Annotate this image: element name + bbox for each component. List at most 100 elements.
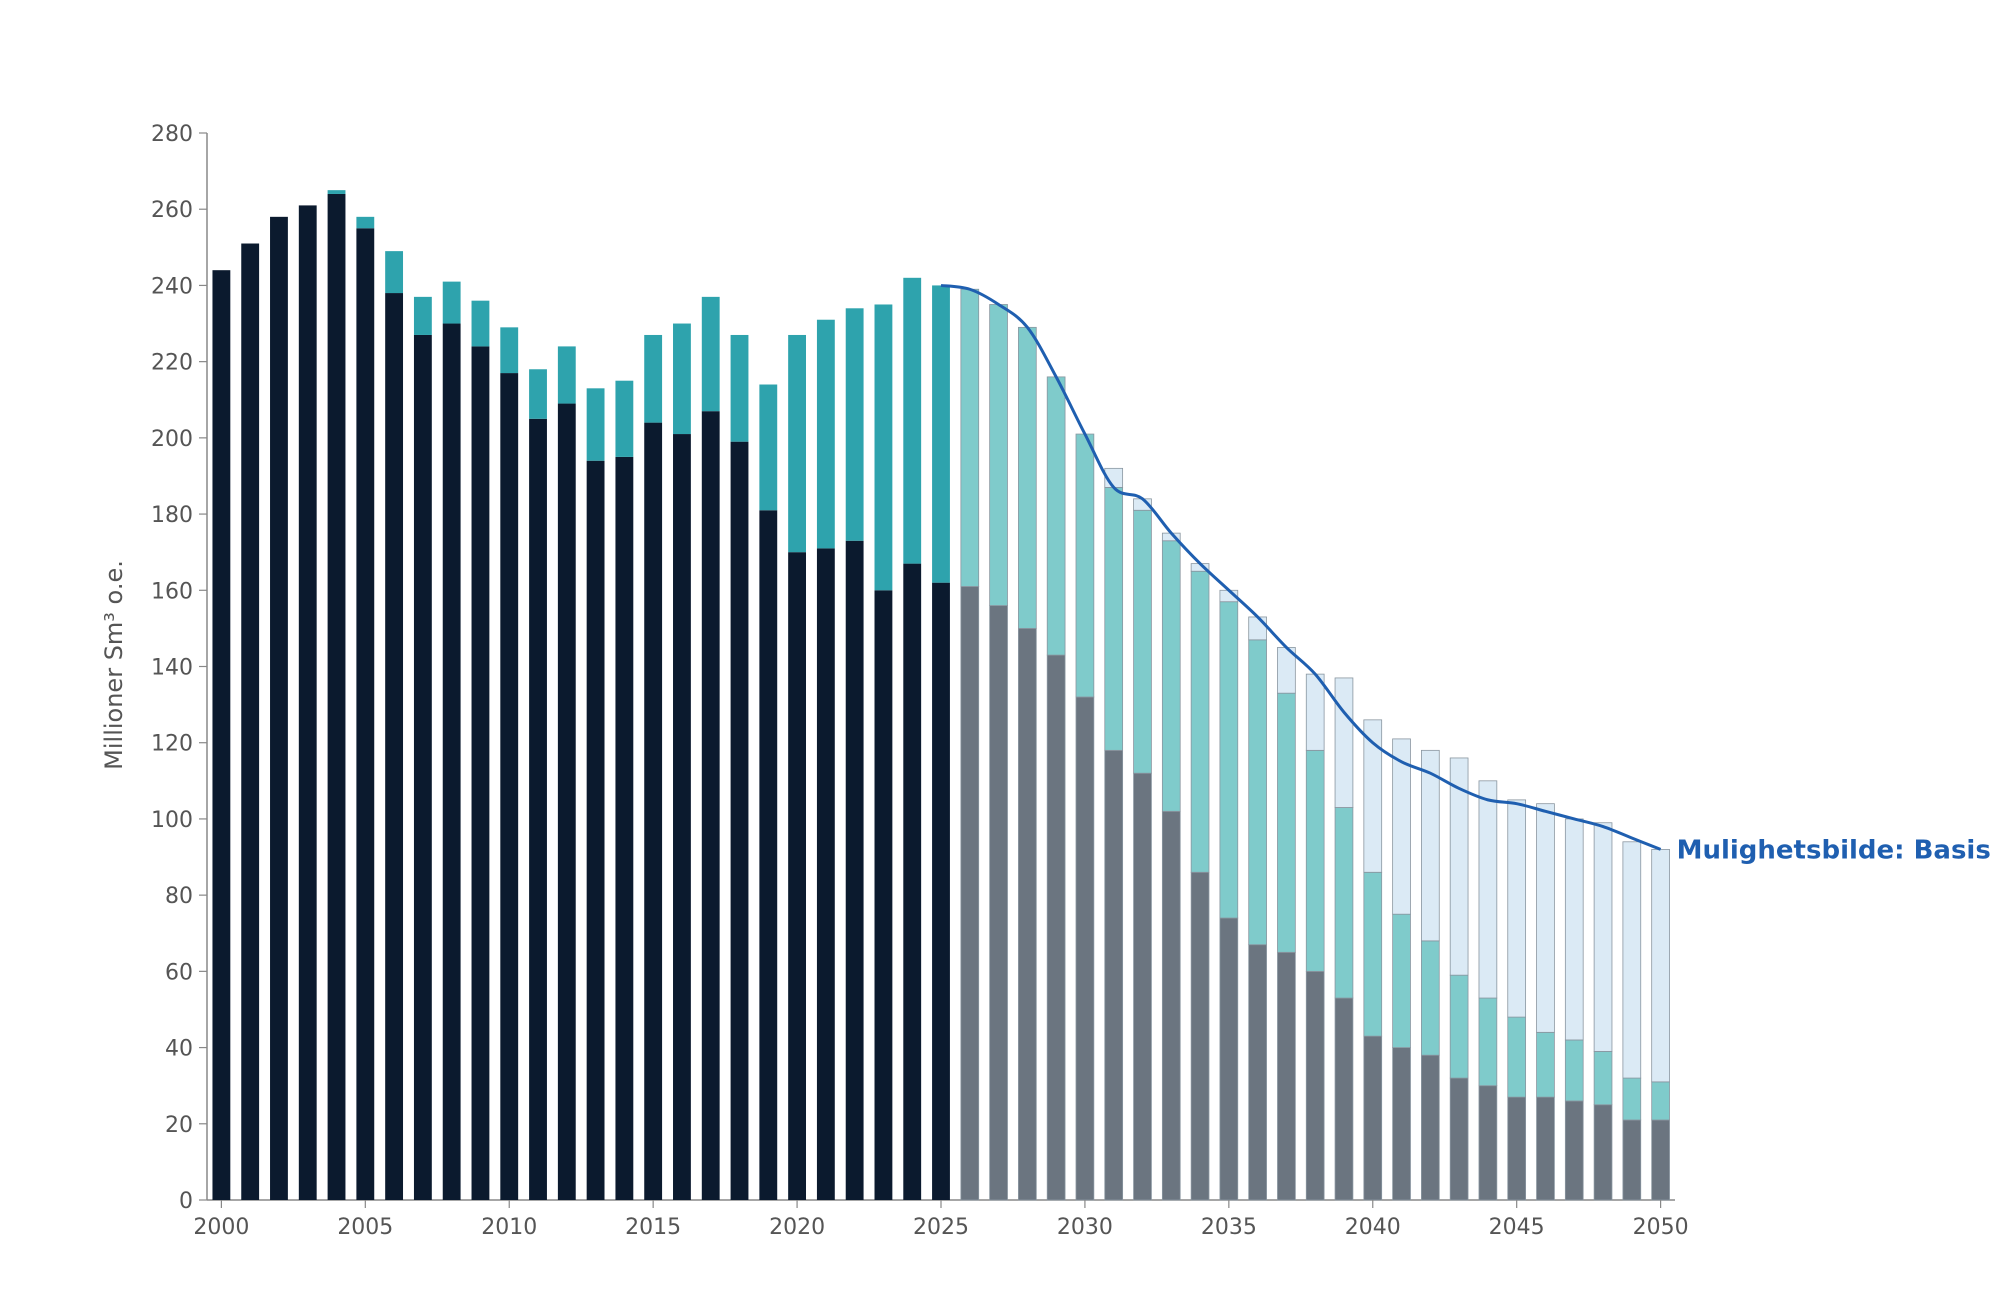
bar-segment-2032-series-3 (1133, 772, 1152, 1201)
bar-segment-2016-series-2 (673, 323, 691, 435)
bar-segment-2045-series-4 (1507, 1016, 1527, 1098)
bar-segment-2020-series-2 (788, 334, 807, 553)
bar-segment-2035-series-3 (1219, 917, 1239, 1201)
projection-line (940, 283, 1662, 851)
bar-segment-2048-series-5 (1593, 822, 1613, 1052)
x-tick-label: 2010 (481, 1215, 537, 1240)
y-axis-title: Millioner Sm³ o.e. (100, 560, 128, 770)
bars (212, 190, 1670, 1201)
bar-segment-2015-series-1 (644, 422, 663, 1201)
bar-segment-2017-series-1 (701, 411, 720, 1200)
bar-segment-2034-series-4 (1190, 570, 1210, 873)
bar-segment-2041-series-5 (1392, 738, 1411, 915)
bar-segment-2025-series-1 (932, 582, 950, 1200)
y-tick-label: 60 (165, 960, 193, 985)
x-tick-label: 2020 (769, 1215, 825, 1240)
bar-segment-2050-series-3 (1651, 1119, 1670, 1201)
x-tick-label: 2050 (1633, 1215, 1689, 1240)
bar-segment-2009-series-1 (471, 346, 490, 1200)
bar-segment-2043-series-5 (1449, 757, 1469, 976)
bar-segment-2034-series-3 (1190, 871, 1210, 1201)
bar-segment-2024-series-1 (903, 563, 922, 1200)
bar-segment-2010-series-1 (500, 373, 519, 1200)
y-tick-label: 100 (151, 808, 193, 833)
bar-segment-2044-series-3 (1478, 1085, 1498, 1201)
y-tick-label: 180 (151, 503, 193, 528)
bar-segment-2035-series-4 (1219, 601, 1239, 919)
bar-segment-2019-series-2 (759, 384, 778, 511)
bar-segment-2012-series-1 (557, 403, 576, 1201)
y-tick-label: 140 (151, 656, 193, 681)
bar-segment-2020-series-1 (788, 552, 807, 1200)
bar-segment-2040-series-3 (1363, 1035, 1383, 1201)
bar-segment-2047-series-3 (1564, 1100, 1584, 1201)
bar-segment-2016-series-1 (673, 434, 691, 1201)
bar-segment-2044-series-4 (1478, 997, 1498, 1087)
x-tick-label: 2040 (1345, 1215, 1401, 1240)
bar-segment-2010-series-2 (500, 327, 519, 374)
bar-segment-2008-series-2 (442, 281, 461, 324)
bar-segment-2027-series-4 (989, 304, 1008, 606)
y-tick-label: 220 (151, 351, 193, 376)
bar-segment-2009-series-2 (471, 300, 490, 347)
x-tick-label: 2005 (337, 1215, 393, 1240)
bar-segment-2049-series-5 (1622, 841, 1642, 1079)
bar-segment-2028-series-4 (1018, 326, 1037, 629)
bar-segment-2041-series-3 (1392, 1047, 1411, 1201)
bar-segment-2046-series-3 (1536, 1096, 1555, 1201)
bar-segment-2040-series-4 (1363, 871, 1383, 1037)
bar-segment-2002-series-1 (270, 216, 288, 1201)
bar-segment-2036-series-4 (1248, 639, 1267, 946)
bar-segment-2042-series-3 (1421, 1054, 1440, 1201)
bar-segment-2019-series-1 (759, 510, 778, 1200)
bar-segment-2021-series-1 (816, 548, 835, 1200)
bar-segment-2013-series-2 (586, 388, 605, 461)
x-tick-label: 2000 (193, 1215, 249, 1240)
bar-segment-2040-series-5 (1363, 719, 1383, 873)
bar-segment-2013-series-1 (586, 460, 605, 1200)
bar-segment-2045-series-3 (1507, 1096, 1527, 1201)
bar-segment-2043-series-3 (1449, 1077, 1469, 1201)
bar-segment-2029-series-3 (1046, 654, 1066, 1201)
bar-segment-2004-series-2 (327, 190, 346, 194)
bar-segment-2012-series-2 (557, 346, 576, 404)
bar-segment-2027-series-3 (989, 605, 1008, 1201)
projection-line-label: Mulighetsbilde: Basis (1677, 835, 1991, 865)
x-tick-label: 2035 (1201, 1215, 1257, 1240)
y-tick-label: 120 (151, 732, 193, 757)
bar-segment-2015-series-2 (644, 334, 663, 423)
bar-segment-2007-series-2 (413, 296, 432, 335)
bar-segment-2011-series-1 (529, 418, 547, 1200)
bar-segment-2006-series-1 (385, 293, 404, 1200)
bar-segment-2039-series-4 (1334, 807, 1354, 999)
bar-segment-2047-series-5 (1564, 818, 1584, 1041)
x-tick-label: 2015 (625, 1215, 681, 1240)
bar-segment-2005-series-1 (356, 228, 375, 1201)
bar-segment-2026-series-4 (960, 288, 980, 587)
bar-segment-2018-series-1 (730, 441, 749, 1200)
bar-segment-2043-series-4 (1449, 974, 1469, 1079)
bar-segment-2046-series-5 (1536, 803, 1555, 1033)
bar-segment-2047-series-4 (1564, 1039, 1584, 1102)
bar-segment-2037-series-4 (1277, 692, 1296, 953)
bar-segment-2042-series-4 (1421, 940, 1440, 1056)
bar-segment-2005-series-2 (356, 216, 375, 229)
bar-segment-2017-series-2 (701, 296, 720, 412)
bar-segment-2041-series-4 (1392, 913, 1411, 1048)
y-tick-label: 20 (165, 1113, 193, 1138)
bar-segment-2044-series-5 (1478, 780, 1498, 999)
bar-segment-2022-series-1 (845, 540, 864, 1200)
bar-segment-2014-series-2 (615, 380, 634, 457)
y-tick-label: 240 (151, 274, 193, 299)
bar-segment-2003-series-1 (298, 205, 317, 1200)
bar-segment-2038-series-4 (1305, 749, 1325, 972)
bar-segment-2025-series-2 (932, 285, 950, 583)
bar-segment-2008-series-1 (442, 323, 461, 1200)
y-tick-label: 200 (151, 427, 193, 452)
bar-segment-2050-series-5 (1651, 849, 1670, 1083)
bar-segment-2018-series-2 (730, 334, 749, 442)
bar-segment-2023-series-2 (874, 304, 893, 591)
bar-segment-2033-series-3 (1161, 810, 1181, 1201)
y-tick-label: 160 (151, 579, 193, 604)
